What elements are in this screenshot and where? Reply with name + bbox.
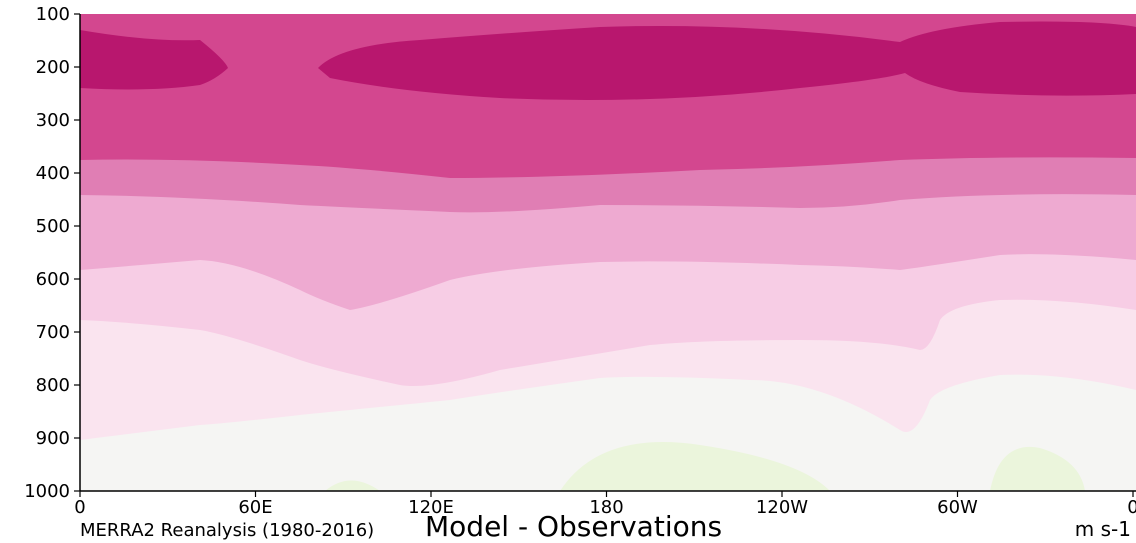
x-tick-label: 120W: [756, 497, 808, 518]
y-tick-label: 200: [36, 57, 70, 78]
x-tick-label: 120E: [408, 497, 454, 518]
y-tick-label: 100: [36, 4, 70, 25]
y-tick-label: 300: [36, 110, 70, 131]
band: [325, 480, 380, 491]
y-tick-label: 400: [36, 163, 70, 184]
units: m s-1: [1075, 517, 1131, 541]
y-tick-label: 600: [36, 269, 70, 290]
x-tick-label: 60W: [937, 497, 978, 518]
y-tick-label: 900: [36, 428, 70, 449]
band: [80, 30, 228, 90]
y-tick-label: 1000: [24, 481, 70, 502]
contour-field: [80, 14, 1136, 491]
x-tick-label: 180: [589, 497, 623, 518]
y-tick-label: 500: [36, 216, 70, 237]
x-tick-label: 0: [1127, 497, 1136, 518]
chart-title: Model - Observations: [425, 510, 722, 543]
y-tick-label: 700: [36, 322, 70, 343]
band: [560, 442, 830, 491]
x-tick-label: 0: [74, 497, 85, 518]
band: [318, 21, 1136, 101]
x-tick-label: 60E: [238, 497, 272, 518]
band: [990, 446, 1085, 491]
subtitle: MERRA2 Reanalysis (1980-2016): [80, 520, 374, 541]
y-tick-label: 800: [36, 375, 70, 396]
